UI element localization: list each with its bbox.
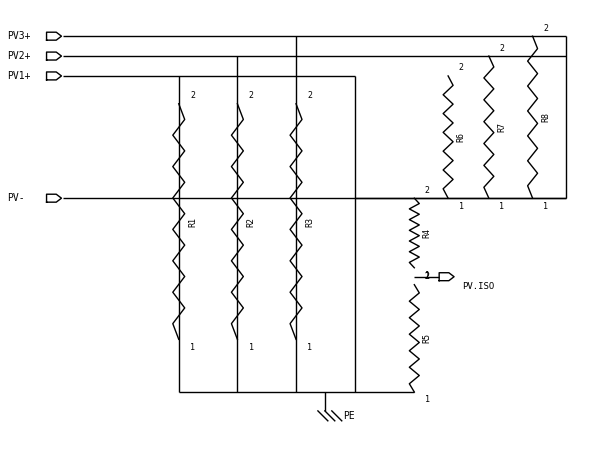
Text: 2: 2 [425,272,429,281]
Text: PV1+: PV1+ [7,71,30,81]
Text: 1: 1 [190,343,195,352]
Text: R1: R1 [188,217,197,227]
Text: PE: PE [342,411,355,421]
Text: R5: R5 [423,333,432,343]
Text: 1: 1 [425,271,429,280]
Text: PV-: PV- [7,193,24,203]
Text: R3: R3 [306,217,315,227]
Text: 1: 1 [543,202,548,211]
Text: 1: 1 [458,202,463,211]
Text: 1: 1 [425,396,429,404]
Text: 1: 1 [307,343,312,352]
Text: 2: 2 [458,63,463,73]
Text: R6: R6 [457,132,466,142]
Text: R8: R8 [541,112,550,122]
Text: 2: 2 [425,272,429,281]
Text: PV.ISO: PV.ISO [462,282,494,291]
Text: 2: 2 [249,91,254,101]
Text: 2: 2 [307,91,312,101]
Text: 2: 2 [543,24,548,33]
Text: 1: 1 [500,202,504,211]
Text: R4: R4 [423,228,432,238]
Text: PV2+: PV2+ [7,51,30,61]
Text: 2: 2 [425,186,429,195]
Text: 1: 1 [249,343,254,352]
Text: PV3+: PV3+ [7,31,30,41]
Text: R2: R2 [247,217,256,227]
Text: 2: 2 [190,91,195,101]
Text: 2: 2 [500,44,504,53]
Text: R7: R7 [497,122,506,132]
